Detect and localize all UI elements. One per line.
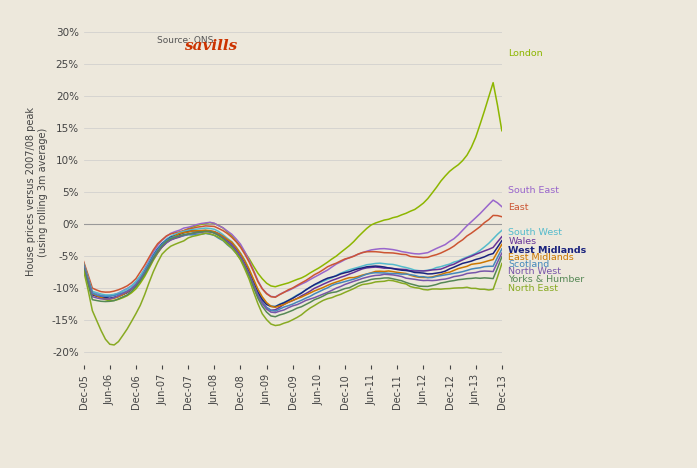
Text: savills: savills [184, 39, 238, 53]
Text: West Midlands: West Midlands [508, 246, 587, 256]
Y-axis label: House prices versus 2007/08 peak
(using rolling 3m average): House prices versus 2007/08 peak (using … [26, 107, 47, 277]
Text: East: East [508, 204, 529, 212]
Text: Yorks & Humber: Yorks & Humber [508, 275, 585, 284]
Text: Wales: Wales [508, 237, 537, 247]
Text: North West: North West [508, 267, 561, 276]
Text: South West: South West [508, 228, 562, 237]
Text: East Midlands: East Midlands [508, 254, 574, 263]
Text: Scotland: Scotland [508, 261, 550, 270]
Text: North East: North East [508, 284, 558, 292]
Text: South East: South East [508, 186, 560, 195]
Text: Source: ONS: Source: ONS [157, 36, 213, 45]
Text: London: London [508, 50, 543, 58]
